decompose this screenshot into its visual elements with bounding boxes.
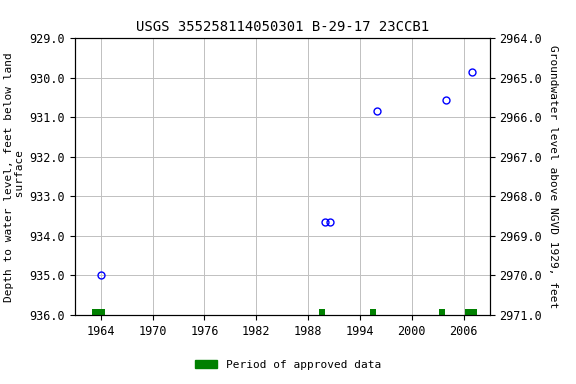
Bar bbox=[465, 309, 476, 315]
Bar bbox=[319, 309, 325, 315]
Y-axis label: Groundwater level above NGVD 1929, feet: Groundwater level above NGVD 1929, feet bbox=[548, 45, 558, 308]
Bar bbox=[370, 309, 376, 315]
Y-axis label: Depth to water level, feet below land
 surface: Depth to water level, feet below land su… bbox=[4, 52, 25, 301]
Bar bbox=[439, 309, 445, 315]
Title: USGS 355258114050301 B-29-17 23CCB1: USGS 355258114050301 B-29-17 23CCB1 bbox=[136, 20, 429, 35]
Legend: Period of approved data: Period of approved data bbox=[191, 356, 385, 375]
Bar bbox=[92, 309, 105, 315]
